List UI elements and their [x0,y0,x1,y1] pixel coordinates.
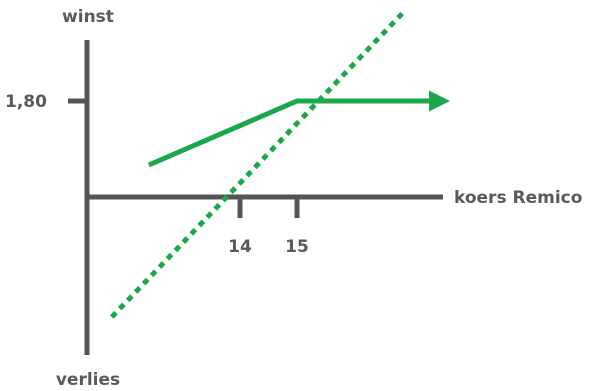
option-payoff-line [147,90,450,168]
x-tick-label-15: 15 [285,237,309,257]
y-axis-bottom-label: verlies [56,370,120,390]
y-axis-top-label: winst [62,7,114,27]
stock-payoff-line [109,8,408,319]
y-tick-label-1-80: 1,80 [5,92,47,112]
x-tick-label-14: 14 [228,237,252,257]
x-axis-label: koers Remico [454,188,582,208]
